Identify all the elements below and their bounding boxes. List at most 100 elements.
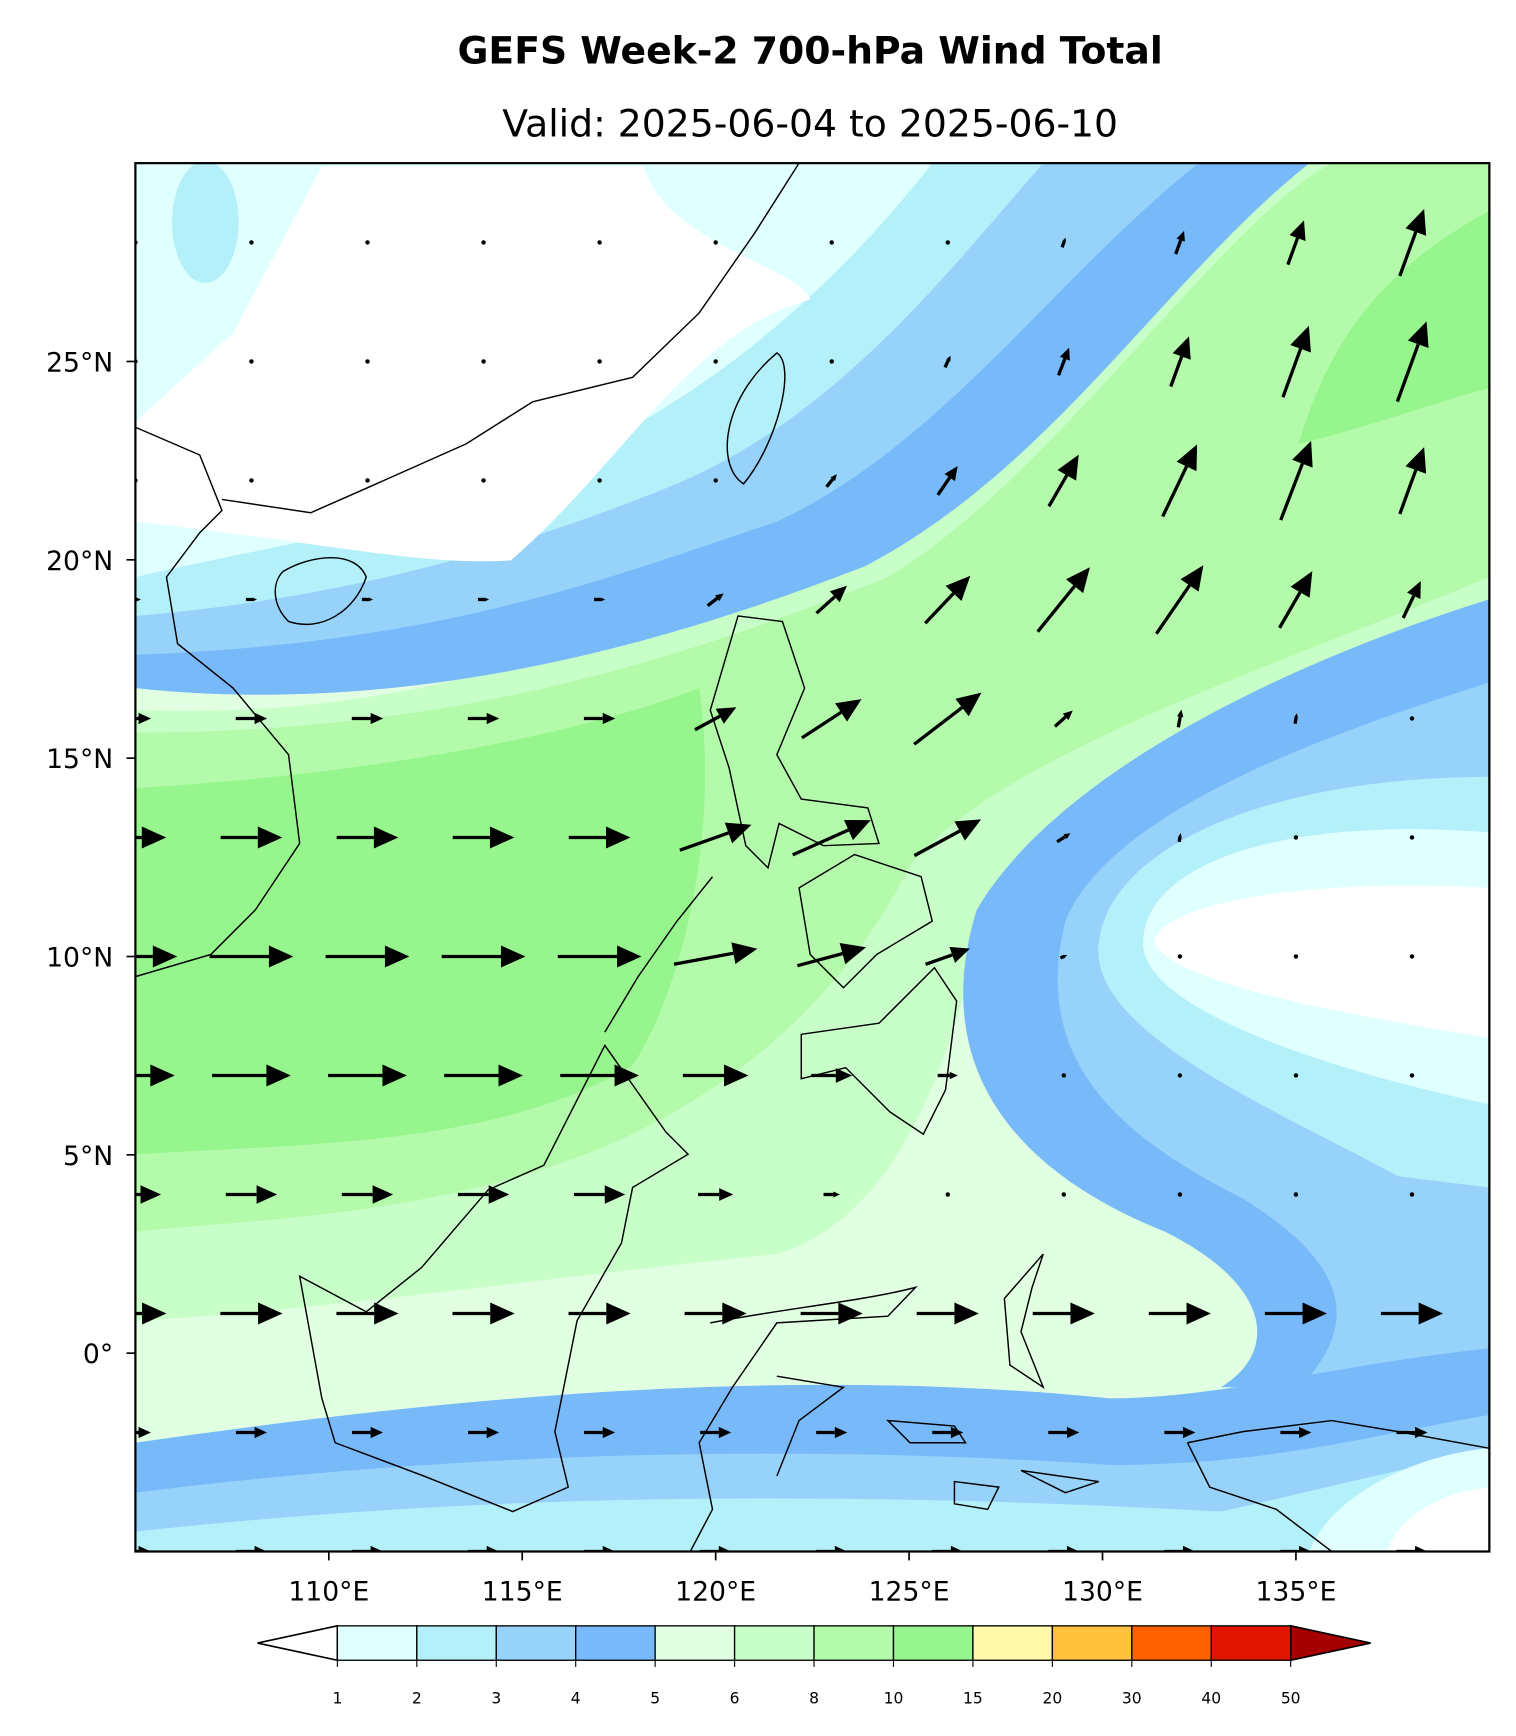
wind-dot — [829, 359, 834, 364]
wind-head — [1057, 454, 1079, 481]
wind-dot — [713, 240, 718, 245]
wind-dot — [829, 240, 834, 245]
wind-dot — [945, 1192, 950, 1197]
wind-head — [486, 1426, 500, 1439]
colorbar-segment — [1210, 1625, 1292, 1661]
wind-head — [373, 826, 399, 849]
wind-head — [1176, 444, 1198, 472]
wind-head — [830, 474, 837, 482]
wind-shaft — [1059, 954, 1066, 960]
colorbar-segment — [813, 1625, 895, 1661]
contour-band — [1387, 1487, 1490, 1552]
y-tick-label: 5°N — [63, 1141, 113, 1172]
wind-head — [602, 712, 616, 725]
wind-head — [266, 1064, 291, 1087]
wind-shaft — [1053, 715, 1067, 728]
wind-head — [1289, 220, 1306, 241]
wind-head — [142, 1302, 167, 1325]
wind-dot — [945, 240, 950, 245]
coastline — [1003, 1253, 1045, 1390]
wind-head — [1405, 209, 1427, 236]
colorbar-label: 15 — [963, 1690, 983, 1708]
colorbar-segment — [654, 1625, 736, 1661]
colorbar-label: 50 — [1281, 1690, 1301, 1708]
wind-head — [838, 1302, 863, 1325]
colorbar-label: 1 — [332, 1690, 342, 1708]
colorbar-label: 30 — [1122, 1690, 1142, 1708]
contour-band — [172, 163, 239, 283]
wind-head — [490, 1302, 515, 1325]
wind-head — [1172, 336, 1191, 360]
wind-shaft — [796, 951, 843, 968]
wind-head — [1302, 1302, 1328, 1325]
wind-head — [136, 597, 141, 602]
wind-head — [835, 699, 862, 722]
wind-head — [949, 946, 970, 963]
wind-shaft — [1036, 585, 1076, 633]
wind-head — [254, 1545, 267, 1552]
wind-shaft — [1279, 463, 1304, 521]
wind-shaft — [1056, 835, 1067, 844]
colorbar-label: 20 — [1042, 1690, 1062, 1708]
colorbar-under — [257, 1624, 339, 1662]
colorbar-label: 4 — [571, 1690, 581, 1708]
wind-head — [152, 945, 178, 968]
wind-head — [257, 826, 283, 849]
wind-shaft — [679, 831, 730, 852]
coastline — [135, 426, 301, 978]
wind-dot — [249, 478, 254, 483]
wind-head — [370, 712, 384, 725]
wind-shaft — [792, 828, 850, 857]
wind-shaft — [1281, 348, 1303, 398]
x-tick-label: 120°E — [675, 1576, 756, 1607]
wind-head — [718, 1545, 732, 1552]
coastline — [689, 1286, 918, 1552]
contour-band — [135, 166, 811, 562]
wind-head — [140, 1185, 162, 1204]
wind-head — [1066, 567, 1090, 594]
wind-dot — [249, 240, 254, 245]
wind-head — [1070, 1302, 1095, 1325]
wind-vectors — [135, 209, 1444, 1552]
wind-dot — [1177, 1073, 1183, 1078]
coastline — [298, 1044, 690, 1513]
colorbar-segment — [495, 1625, 577, 1661]
wind-head — [501, 945, 526, 968]
y-tick-label: 15°N — [46, 744, 113, 775]
wind-head — [1299, 1426, 1312, 1439]
colorbar-label: 3 — [491, 1690, 501, 1708]
wind-head — [829, 585, 847, 603]
wind-head — [1177, 709, 1184, 718]
wind-head — [835, 1068, 853, 1083]
wind-head — [252, 597, 258, 602]
wind-head — [1063, 833, 1071, 840]
wind-head — [256, 1185, 278, 1204]
wind-head — [724, 822, 752, 844]
wind-head — [731, 942, 758, 965]
y-tick-label: 20°N — [46, 546, 113, 577]
contour-band — [135, 688, 706, 1155]
wind-head — [950, 1545, 964, 1552]
wind-head — [254, 1426, 267, 1439]
wind-head — [1415, 1545, 1428, 1552]
wind-head — [1176, 230, 1185, 242]
chart-subtitle: Valid: 2025-06-04 to 2025-06-10 — [502, 102, 1118, 146]
wind-dot — [249, 359, 254, 364]
wind-dot — [713, 478, 718, 483]
wind-head — [488, 1185, 510, 1204]
wind-head — [950, 1426, 964, 1439]
x-tick-label: 130°E — [1062, 1576, 1143, 1607]
wind-head — [834, 1426, 848, 1439]
wind-head — [384, 945, 410, 968]
wind-head — [715, 707, 737, 724]
wind-shaft — [1398, 469, 1418, 515]
wind-head — [954, 819, 982, 841]
wind-head — [370, 1426, 384, 1439]
wind-head — [1418, 1302, 1444, 1325]
wind-shaft — [913, 706, 964, 746]
wind-shaft — [936, 476, 952, 496]
wind-dot — [1177, 954, 1183, 959]
wind-shaft — [1293, 717, 1298, 724]
